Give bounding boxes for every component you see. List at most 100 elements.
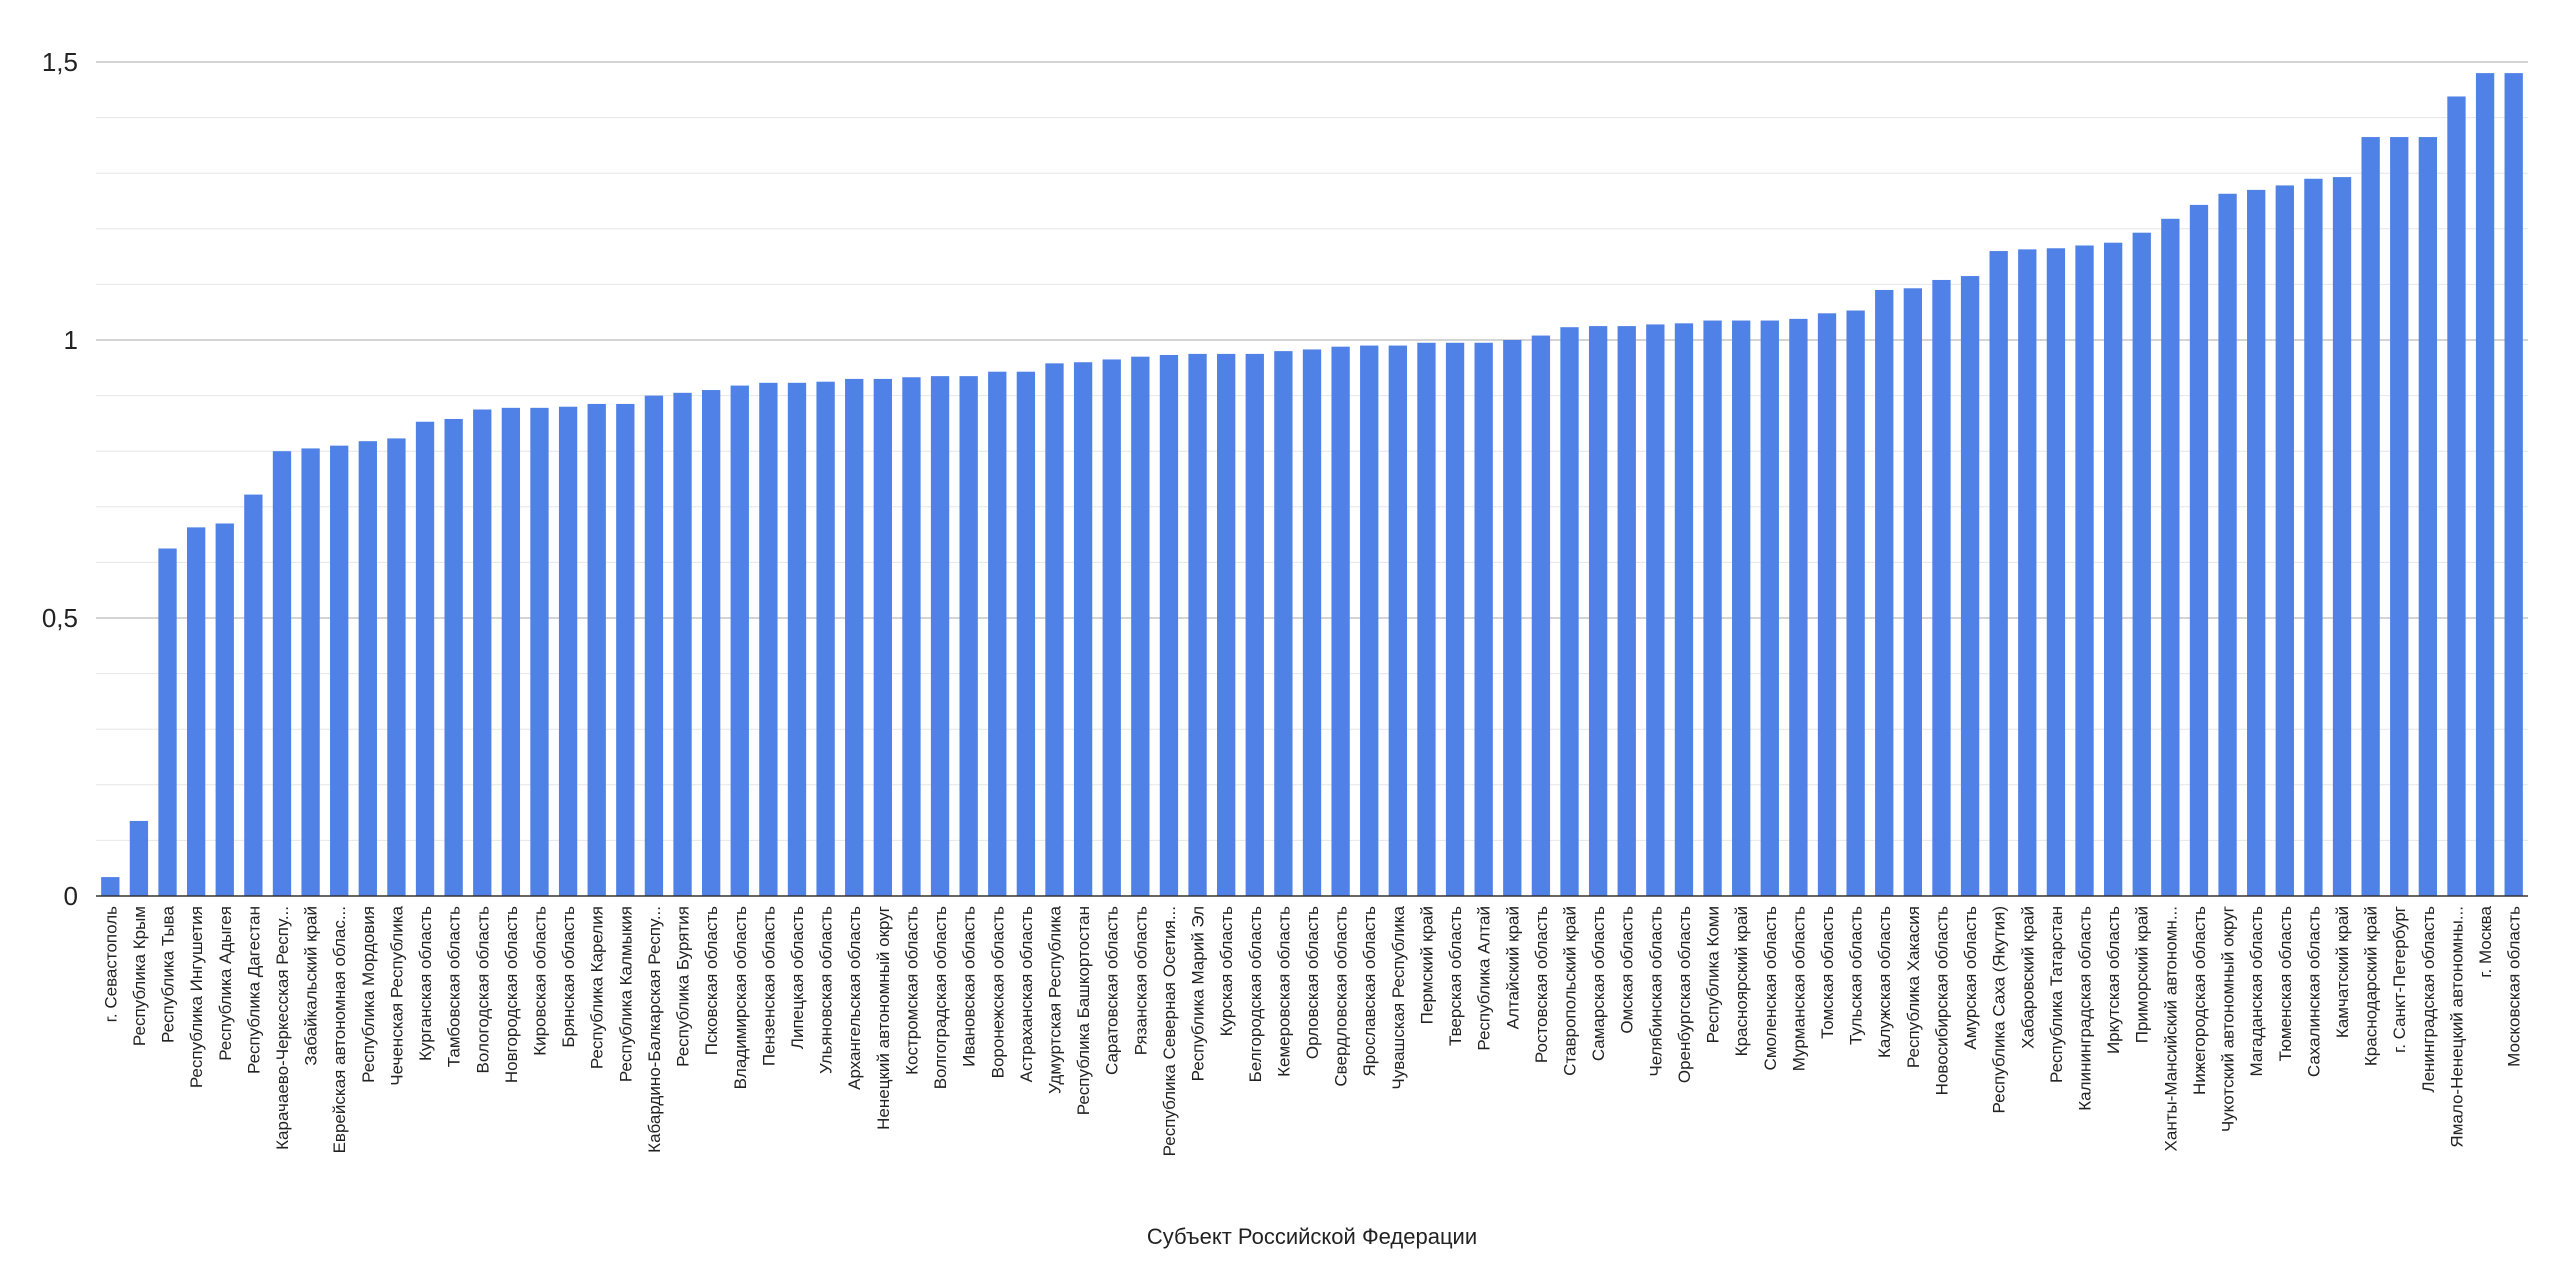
y-tick-label: 1 [64, 325, 78, 355]
bar [1073, 362, 1093, 896]
bar [473, 409, 492, 896]
x-tick-label: Амурская область [1961, 906, 1980, 1050]
bar [1131, 356, 1150, 896]
bar [2161, 218, 2180, 897]
x-tick-label: Рязанская область [1131, 906, 1150, 1055]
x-tick-label: Орловская область [1303, 906, 1322, 1059]
bar [759, 382, 778, 896]
bar [186, 527, 206, 896]
x-tick-label: Нижегородская область [2190, 906, 2209, 1095]
bar [2247, 189, 2266, 896]
x-tick-label: Новгородская область [502, 906, 521, 1083]
y-tick-label: 0,5 [42, 603, 78, 633]
x-tick-label: Курганская область [416, 906, 435, 1061]
x-tick-label: Республика Тыва [159, 905, 178, 1043]
bar [1445, 342, 1465, 896]
bar [902, 377, 921, 896]
bar [673, 392, 692, 896]
x-tick-label: г. Севастополь [101, 906, 120, 1022]
x-tick-label: Челябинская область [1646, 906, 1665, 1077]
x-tick-label: Алтайский край [1503, 906, 1522, 1029]
bar [215, 523, 234, 896]
bar [816, 381, 835, 896]
bar [501, 407, 521, 896]
x-tick-label: Курская область [1217, 906, 1236, 1036]
x-tick-label: Республика Карелия [588, 906, 607, 1069]
x-tick-label: Воронежская область [988, 906, 1007, 1079]
bar [2504, 73, 2523, 897]
x-tick-label: Новосибирская область [1932, 906, 1951, 1095]
x-tick-label: Ханты-Мансийский автономн... [2161, 906, 2180, 1151]
x-tick-label: Краснодарский край [2362, 906, 2381, 1066]
bar [616, 403, 635, 896]
x-tick-label: Тверская область [1446, 906, 1465, 1046]
bar [845, 378, 864, 896]
bar [1703, 320, 1722, 896]
bar [2418, 137, 2438, 896]
bar [730, 385, 749, 896]
bar [2103, 242, 2123, 896]
x-tick-label: Ямало-Ненецкий автономны... [2447, 906, 2466, 1148]
x-tick-label: Пермский край [1417, 906, 1436, 1024]
x-tick-label: Ростовская область [1532, 906, 1551, 1063]
bar [2361, 137, 2380, 896]
bar [1217, 353, 1236, 896]
x-tick-label: Республика Адыгея [216, 906, 235, 1061]
bar [930, 376, 950, 896]
x-tick-label: Чеченская Республика [387, 905, 406, 1085]
bar [1302, 349, 1322, 896]
x-tick-label: Иркутская область [2104, 906, 2123, 1054]
x-tick-label: Владимирская область [731, 906, 750, 1090]
x-tick-label: Тамбовская область [445, 906, 464, 1067]
bar [1417, 342, 1436, 896]
bar [158, 548, 177, 896]
x-tick-label: Кемеровская область [1274, 906, 1293, 1077]
x-tick-label: Республика Коми [1704, 906, 1723, 1043]
x-tick-label: Саратовская область [1103, 906, 1122, 1075]
x-tick-label: Мурманская область [1789, 906, 1808, 1071]
x-tick-label: Пензенская область [759, 906, 778, 1066]
x-tick-label: Астраханская область [1017, 906, 1036, 1082]
bar [558, 406, 578, 896]
x-tick-label: Вологодская область [473, 906, 492, 1074]
bar [2332, 177, 2352, 897]
bar [444, 418, 463, 896]
y-axis-ticks: 0 0,5 1 1,5 [42, 47, 78, 911]
x-tick-label: Приморский край [2133, 906, 2152, 1043]
x-tick-label: Калининградская область [2076, 906, 2095, 1111]
bar [1102, 359, 1121, 897]
x-tick-label: Камчатский край [2333, 906, 2352, 1038]
x-tick-label: Ленинградская область [2419, 906, 2438, 1093]
bar [644, 395, 664, 896]
bar [1646, 324, 1665, 896]
bar [358, 441, 377, 896]
x-tick-label: Республика Марий Эл [1189, 906, 1208, 1081]
bar [1875, 289, 1894, 897]
bar [959, 376, 978, 896]
x-tick-label: Забайкальский край [302, 906, 321, 1066]
x-tick-label: Липецкая область [788, 906, 807, 1049]
x-tick-label: Ставропольский край [1561, 906, 1580, 1076]
bar [701, 390, 721, 896]
bar [1274, 351, 1293, 896]
x-tick-label: Ярославская область [1360, 906, 1379, 1077]
x-tick-label: Удмуртская Республика [1045, 905, 1064, 1094]
bar [244, 494, 263, 896]
bar [787, 382, 807, 896]
bar [272, 451, 292, 896]
bar [2189, 204, 2209, 897]
x-tick-label: Республика Дагестан [244, 906, 263, 1074]
bar [1960, 276, 1980, 896]
x-tick-label: Республика Саха (Якутия) [1990, 906, 2009, 1113]
bar [2218, 193, 2237, 897]
bar [988, 371, 1007, 896]
x-tick-label: Еврейская автономная облас... [330, 906, 349, 1153]
bar [2275, 185, 2294, 896]
x-tick-label: Республика Мордовия [359, 906, 378, 1083]
bar [2018, 249, 2037, 896]
y-tick-label: 0 [64, 881, 78, 911]
x-tick-label: Республика Алтай [1475, 906, 1494, 1051]
x-tick-label: Ульяновская область [817, 906, 836, 1074]
x-tick-label: Магаданская область [2247, 906, 2266, 1077]
